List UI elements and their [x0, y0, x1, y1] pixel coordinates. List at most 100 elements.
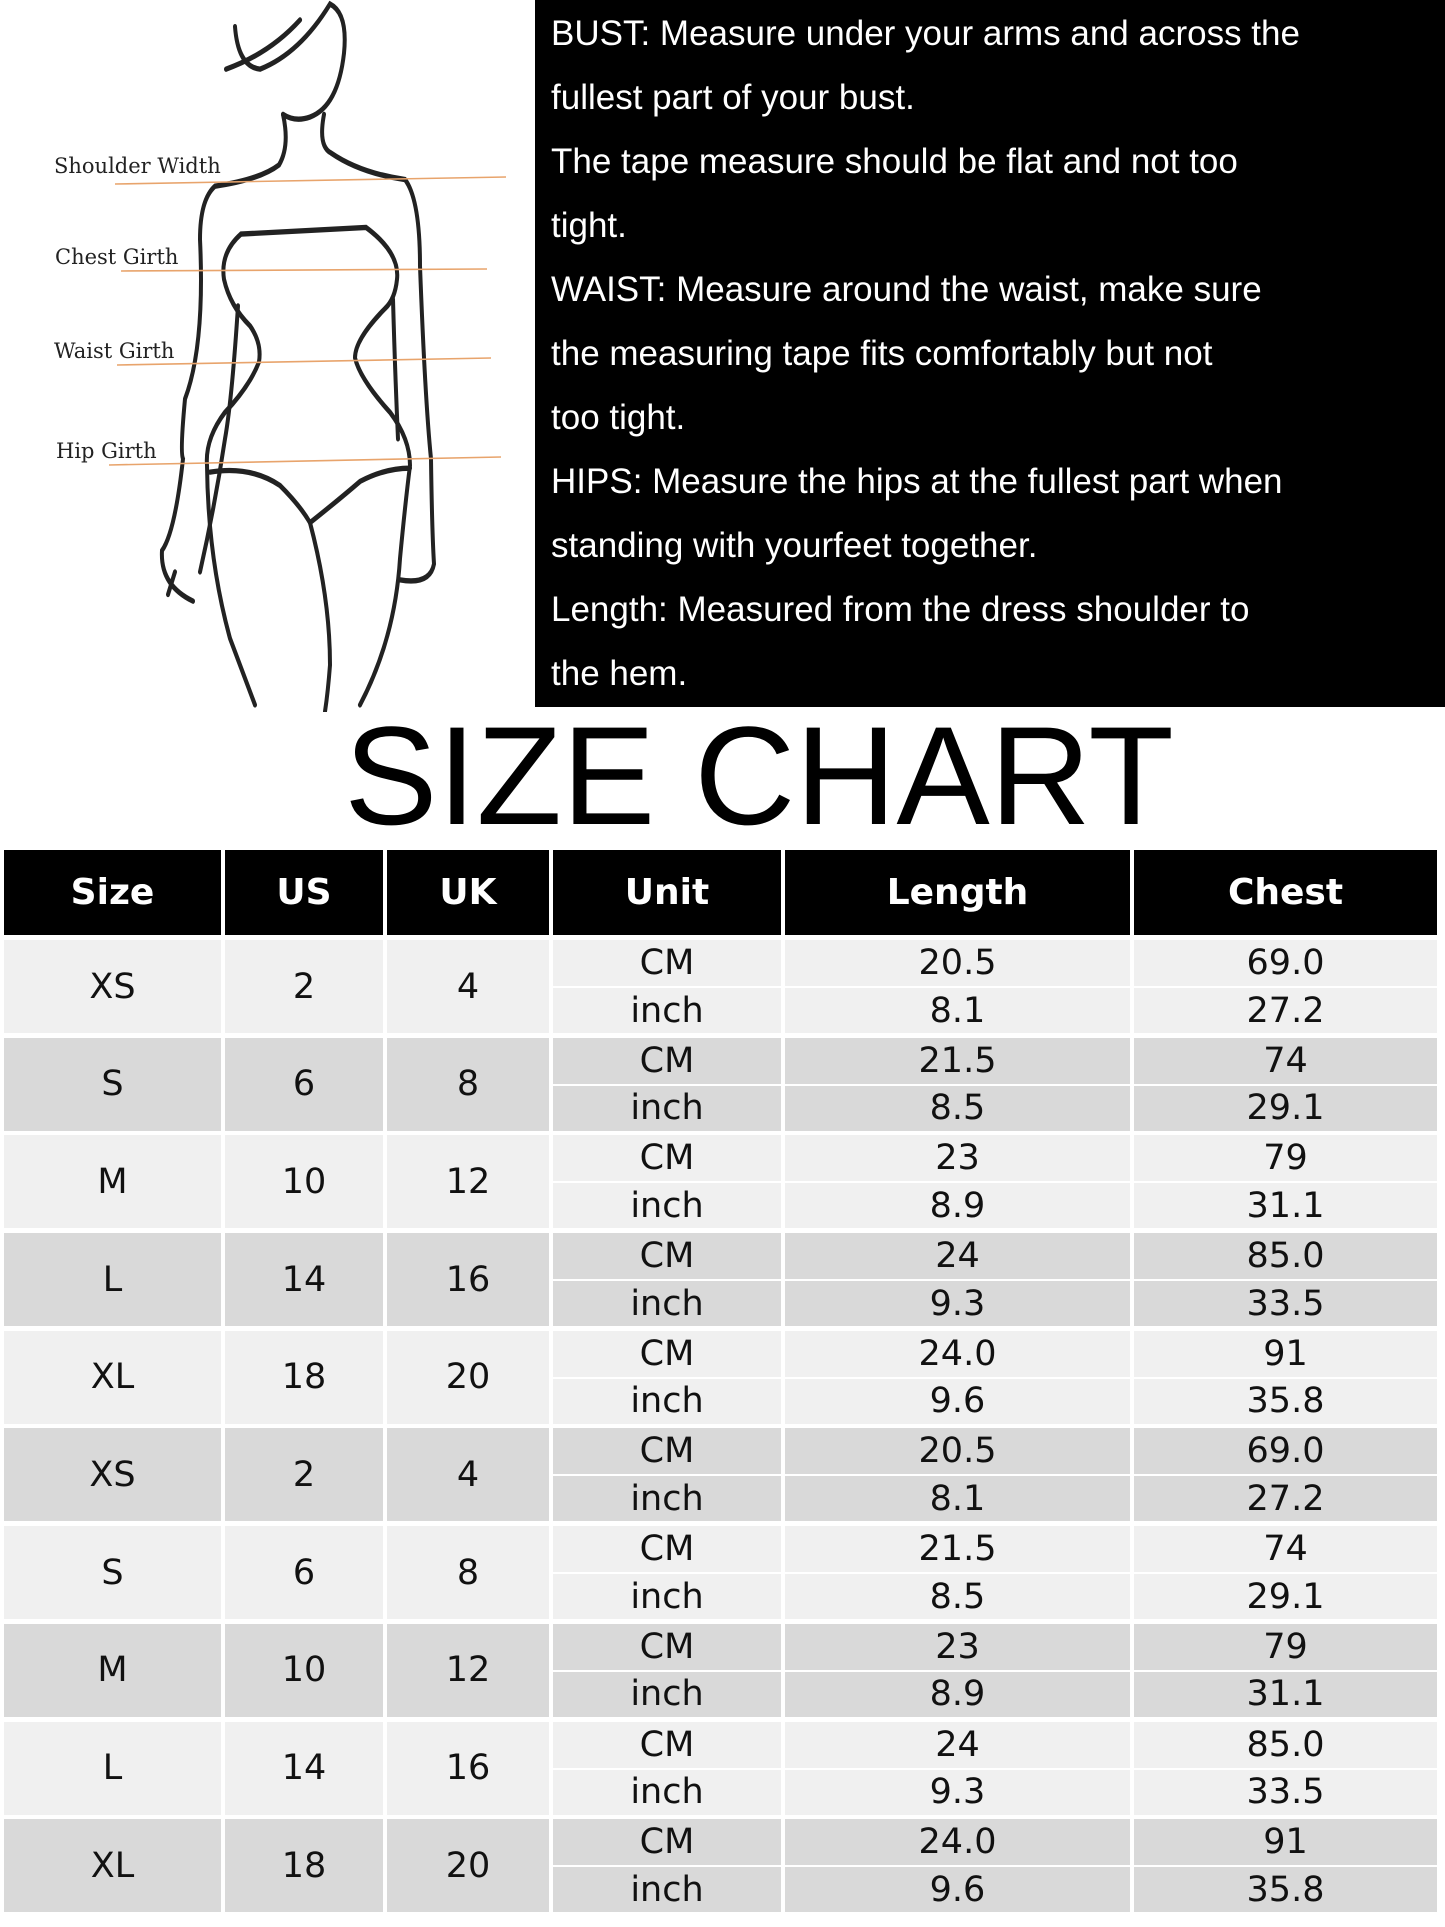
cm-unit-cell: CM — [553, 1721, 781, 1768]
inch-unit-cell: inch — [553, 1476, 781, 1522]
inch-length-cell: 8.5 — [785, 1574, 1130, 1620]
cm-length-cell: 24.0 — [785, 1819, 1130, 1866]
label-waist-girth: Waist Girth — [54, 339, 175, 363]
header-uk: UK — [387, 850, 549, 935]
cm-chest-cell: 79 — [1134, 1135, 1437, 1182]
cm-unit-cell: CM — [553, 1819, 781, 1866]
cm-length-cell: 24 — [785, 1721, 1130, 1768]
inch-length-cell: 9.3 — [785, 1281, 1130, 1327]
cm-length-cell: 23 — [785, 1623, 1130, 1670]
uk-size-cell: 8 — [387, 1037, 549, 1131]
inch-unit-cell: inch — [553, 1183, 781, 1229]
size-cell: M — [4, 1623, 221, 1717]
size-table: Size US UK Unit Length Chest XS 2 4 CM inch 20.5 8.1… — [4, 850, 1441, 1917]
size-cell: L — [4, 1721, 221, 1815]
label-chest-girth: Chest Girth — [55, 245, 179, 269]
cm-length-cell: 20.5 — [785, 1428, 1130, 1475]
cm-chest-cell: 79 — [1134, 1623, 1437, 1670]
us-size-cell: 18 — [225, 1330, 383, 1424]
instruction-line: BUST: Measure under your arms and across… — [551, 14, 1300, 53]
uk-size-cell: 4 — [387, 1428, 549, 1522]
cm-chest-cell: 85.0 — [1134, 1721, 1437, 1768]
instruction-line: The tape measure should be flat and not … — [551, 142, 1238, 181]
cm-unit-cell: CM — [553, 1623, 781, 1670]
cm-chest-cell: 69.0 — [1134, 1428, 1437, 1475]
us-size-cell: 6 — [225, 1037, 383, 1131]
us-size-cell: 14 — [225, 1721, 383, 1815]
instruction-line: standing with yourfeet together. — [551, 526, 1038, 565]
label-hip-girth: Hip Girth — [56, 439, 157, 463]
instruction-line: the hem. — [551, 654, 688, 693]
page-title: SIZE CHART — [344, 697, 1174, 854]
instruction-line: HIPS: Measure the hips at the fullest pa… — [551, 462, 1283, 501]
uk-size-cell: 12 — [387, 1623, 549, 1717]
header-chest: Chest — [1134, 850, 1437, 935]
size-cell: S — [4, 1037, 221, 1131]
inch-chest-cell: 35.8 — [1134, 1867, 1437, 1913]
uk-size-cell: 4 — [387, 940, 549, 1033]
size-cell: XL — [4, 1330, 221, 1424]
cm-length-cell: 24.0 — [785, 1330, 1130, 1377]
cm-length-cell: 23 — [785, 1135, 1130, 1182]
cm-chest-cell: 85.0 — [1134, 1233, 1437, 1280]
cm-chest-cell: 74 — [1134, 1526, 1437, 1573]
chest-girth-line — [120, 268, 488, 272]
cm-unit-cell: CM — [553, 1428, 781, 1475]
cm-length-cell: 24 — [785, 1233, 1130, 1280]
cm-unit-cell: CM — [553, 940, 781, 986]
uk-size-cell: 16 — [387, 1233, 549, 1327]
inch-chest-cell: 27.2 — [1134, 1476, 1437, 1522]
header-length: Length — [785, 850, 1130, 935]
waist-girth-line — [116, 357, 492, 366]
inch-length-cell: 9.6 — [785, 1378, 1130, 1424]
us-size-cell: 10 — [225, 1623, 383, 1717]
shoulder-width-line — [114, 176, 507, 185]
body-outline-illustration — [108, 0, 507, 715]
uk-size-cell: 12 — [387, 1135, 549, 1229]
instruction-line: the measuring tape fits comfortably but … — [551, 334, 1213, 373]
instruction-line: tight. — [551, 206, 627, 245]
inch-unit-cell: inch — [553, 1769, 781, 1815]
instruction-line: Length: Measured from the dress shoulder… — [551, 590, 1250, 629]
inch-unit-cell: inch — [553, 1378, 781, 1424]
header-us: US — [225, 850, 383, 935]
instruction-line: WAIST: Measure around the waist, make su… — [551, 270, 1262, 309]
inch-unit-cell: inch — [553, 1867, 781, 1913]
uk-size-cell: 16 — [387, 1721, 549, 1815]
inch-chest-cell: 29.1 — [1134, 1574, 1437, 1620]
inch-chest-cell: 31.1 — [1134, 1671, 1437, 1717]
inch-length-cell: 8.1 — [785, 988, 1130, 1033]
inch-chest-cell: 27.2 — [1134, 988, 1437, 1033]
us-size-cell: 2 — [225, 1428, 383, 1522]
instruction-line: fullest part of your bust. — [551, 78, 915, 117]
inch-length-cell: 8.9 — [785, 1671, 1130, 1717]
inch-unit-cell: inch — [553, 1671, 781, 1717]
size-cell: XS — [4, 1428, 221, 1522]
inch-chest-cell: 31.1 — [1134, 1183, 1437, 1229]
header-unit: Unit — [553, 850, 781, 935]
cm-chest-cell: 74 — [1134, 1037, 1437, 1084]
inch-chest-cell: 29.1 — [1134, 1085, 1437, 1131]
cm-length-cell: 21.5 — [785, 1526, 1130, 1573]
inch-unit-cell: inch — [553, 1281, 781, 1327]
us-size-cell: 14 — [225, 1233, 383, 1327]
body-measurement-figure: Shoulder Width Chest Girth Waist Girth H… — [0, 0, 535, 715]
cm-unit-cell: CM — [553, 1526, 781, 1573]
cm-chest-cell: 69.0 — [1134, 940, 1437, 986]
header-size: Size — [4, 850, 221, 935]
cm-chest-cell: 91 — [1134, 1330, 1437, 1377]
uk-size-cell: 8 — [387, 1526, 549, 1620]
measurement-instructions: BUST: Measure under your arms and across… — [535, 0, 1445, 707]
uk-size-cell: 20 — [387, 1819, 549, 1913]
cm-length-cell: 20.5 — [785, 940, 1130, 986]
us-size-cell: 6 — [225, 1526, 383, 1620]
label-shoulder-width: Shoulder Width — [54, 154, 221, 178]
inch-length-cell: 9.6 — [785, 1867, 1130, 1913]
inch-unit-cell: inch — [553, 988, 781, 1033]
inch-length-cell: 8.9 — [785, 1183, 1130, 1229]
us-size-cell: 2 — [225, 940, 383, 1033]
size-cell: XS — [4, 940, 221, 1033]
cm-chest-cell: 91 — [1134, 1819, 1437, 1866]
inch-length-cell: 9.3 — [785, 1769, 1130, 1815]
inch-unit-cell: inch — [553, 1574, 781, 1620]
